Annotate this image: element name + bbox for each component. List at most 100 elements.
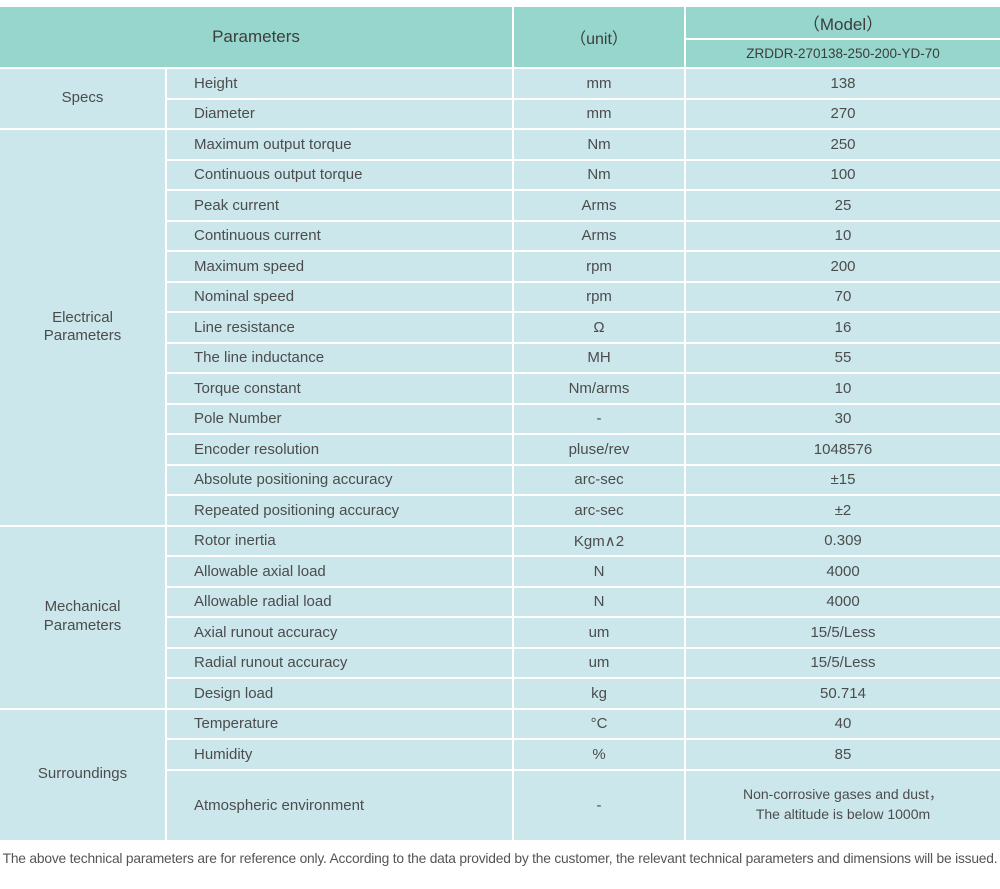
param-name-cell: Maximum output torque — [167, 130, 512, 159]
param-unit-cell: mm — [514, 69, 684, 98]
param-value-cell: 138 — [686, 69, 1000, 98]
param-name-cell: Height — [167, 69, 512, 98]
param-name-cell: Line resistance — [167, 313, 512, 342]
param-unit-cell: pluse/rev — [514, 435, 684, 464]
table-row: Line resistance Ω 16 — [167, 313, 1000, 342]
group-label: Electrical Parameters — [0, 130, 165, 525]
section: Mechanical Parameters Rotor inertia Kgm∧2 0… — [0, 526, 1000, 708]
header-parameters: Parameters — [0, 7, 512, 67]
section: Electrical Parameters Maximum output torq… — [0, 130, 1000, 525]
param-name-cell: Axial runout accuracy — [167, 618, 512, 647]
param-name-cell: Allowable radial load — [167, 587, 512, 616]
param-unit-cell: kg — [514, 679, 684, 708]
param-value-cell: ±15 — [686, 465, 1000, 494]
param-value-cell: 15/5/Less — [686, 618, 1000, 647]
param-name-cell: Continuous output torque — [167, 160, 512, 189]
param-value-cell: 15/5/Less — [686, 648, 1000, 677]
param-unit-cell: Arms — [514, 221, 684, 250]
param-unit-cell: % — [514, 740, 684, 769]
param-unit-cell: Nm — [514, 160, 684, 189]
param-value-cell: 1048576 — [686, 435, 1000, 464]
param-value-cell: 25 — [686, 191, 1000, 220]
param-name-cell: Allowable axial load — [167, 557, 512, 586]
header-model-number: ZRDDR-270138-250-200-YD-70 — [686, 40, 1000, 67]
param-value-cell: 0.309 — [686, 526, 1000, 555]
param-unit-cell: rpm — [514, 252, 684, 281]
param-name-cell: Torque constant — [167, 374, 512, 403]
table-row: Height mm 138 — [167, 69, 1000, 98]
param-unit-cell: N — [514, 557, 684, 586]
param-value-cell: 16 — [686, 313, 1000, 342]
param-value-cell: Non-corrosive gases and dust， The altitu… — [686, 770, 1000, 840]
param-name-cell: Maximum speed — [167, 252, 512, 281]
param-value-cell: 270 — [686, 99, 1000, 128]
group-label: Specs — [0, 69, 165, 128]
param-value-cell: 10 — [686, 374, 1000, 403]
param-name-cell: Humidity — [167, 740, 512, 769]
table-row: Diameter mm 270 — [167, 99, 1000, 128]
param-name-cell: Atmospheric environment — [167, 770, 512, 840]
param-unit-cell: Nm — [514, 130, 684, 159]
footer-note: The above technical parameters are for r… — [2, 850, 998, 866]
table-row: Temperature °C 40 — [167, 709, 1000, 738]
param-name-cell: Design load — [167, 679, 512, 708]
table-row: Peak current Arms 25 — [167, 191, 1000, 220]
param-value-cell: 70 — [686, 282, 1000, 311]
table-row: Encoder resolution pluse/rev 1048576 — [167, 435, 1000, 464]
param-name-cell: Absolute positioning accuracy — [167, 465, 512, 494]
header-unit: （unit） — [514, 7, 684, 67]
table-row: Design load kg 50.714 — [167, 679, 1000, 708]
param-unit-cell: Ω — [514, 313, 684, 342]
param-name-cell: Diameter — [167, 99, 512, 128]
param-unit-cell: °C — [514, 709, 684, 738]
table-row: Absolute positioning accuracy arc-sec ±15 — [167, 465, 1000, 494]
header-model: （Model） — [686, 7, 1000, 38]
spec-table: Parameters （unit） （Model） ZRDDR-270138-2… — [0, 7, 1000, 840]
table-row: Nominal speed rpm 70 — [167, 282, 1000, 311]
param-unit-cell: - — [514, 770, 684, 840]
table-row: Pole Number -30 — [167, 404, 1000, 433]
param-unit-cell: arc-sec — [514, 465, 684, 494]
param-name-cell: The line inductance — [167, 343, 512, 372]
param-unit-cell: - — [514, 404, 684, 433]
spec-sheet: Parameters （unit） （Model） ZRDDR-270138-2… — [0, 7, 1000, 866]
table-row: Allowable axial load N 4000 — [167, 557, 1000, 586]
param-unit-cell: um — [514, 618, 684, 647]
table-row: Repeated positioning accuracy arc-sec ±2 — [167, 496, 1000, 525]
param-unit-cell: arc-sec — [514, 496, 684, 525]
param-unit-cell: Arms — [514, 191, 684, 220]
param-value-cell: 30 — [686, 404, 1000, 433]
table-row: Allowable radial load N 4000 — [167, 587, 1000, 616]
table-row: Humidity% 85 — [167, 740, 1000, 769]
param-value-cell: 10 — [686, 221, 1000, 250]
table-row: Axial runout accuracy um 15/5/Less — [167, 618, 1000, 647]
param-name-cell: Continuous current — [167, 221, 512, 250]
group-label: Surroundings — [0, 709, 165, 840]
table-row: Continuous current Arms 10 — [167, 221, 1000, 250]
param-unit-cell: mm — [514, 99, 684, 128]
param-name-cell: Temperature — [167, 709, 512, 738]
table-header: Parameters （unit） （Model） ZRDDR-270138-2… — [0, 7, 1000, 67]
param-unit-cell: N — [514, 587, 684, 616]
table-row: Maximum speed rpm 200 — [167, 252, 1000, 281]
param-value-cell: 250 — [686, 130, 1000, 159]
param-name-cell: Repeated positioning accuracy — [167, 496, 512, 525]
param-name-cell: Rotor inertia — [167, 526, 512, 555]
param-name-cell: Pole Number — [167, 404, 512, 433]
group-label: Mechanical Parameters — [0, 526, 165, 708]
param-value-cell: 55 — [686, 343, 1000, 372]
section: Specs Height mm 138 Diameter mm 270 — [0, 69, 1000, 128]
table-body: Specs Height mm 138 Diameter mm 270 Electrical … — [0, 69, 1000, 840]
param-unit-cell: MH — [514, 343, 684, 372]
param-value-cell: 50.714 — [686, 679, 1000, 708]
table-row: The line inductance MH 55 — [167, 343, 1000, 372]
param-unit-cell: rpm — [514, 282, 684, 311]
table-row: Continuous output torque Nm 100 — [167, 160, 1000, 189]
param-unit-cell: Nm/arms — [514, 374, 684, 403]
table-row: Maximum output torque Nm 250 — [167, 130, 1000, 159]
param-name-cell: Peak current — [167, 191, 512, 220]
param-value-cell: 100 — [686, 160, 1000, 189]
param-name-cell: Nominal speed — [167, 282, 512, 311]
param-value-cell: 200 — [686, 252, 1000, 281]
param-value-cell: 4000 — [686, 557, 1000, 586]
